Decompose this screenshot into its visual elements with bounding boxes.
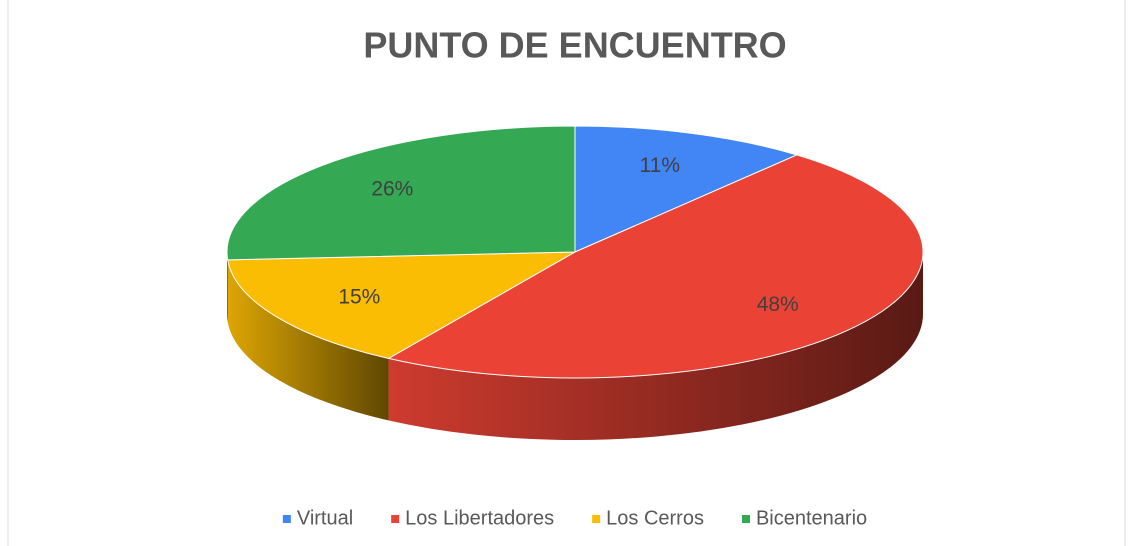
chart-frame [7, 0, 1126, 546]
data-label: 48% [757, 293, 799, 316]
slice [574, 125, 799, 253]
legend-swatch [592, 515, 601, 523]
side-shade [388, 252, 923, 440]
legend-swatch [741, 515, 750, 523]
slice [387, 154, 924, 379]
side-shade [227, 252, 228, 322]
chart-title: PUNTO DE ENCUENTRO [363, 25, 786, 66]
slice [226, 125, 576, 261]
slice [227, 251, 576, 359]
data-label: 15% [338, 286, 380, 309]
legend-label: Los Cerros [606, 507, 704, 529]
legend-label: Los Libertadores [405, 507, 554, 529]
legend-label: Virtual [297, 507, 353, 529]
legend-swatch [391, 515, 400, 523]
legend-swatch [282, 515, 291, 523]
data-label: 26% [371, 177, 413, 200]
legend-label: Bicentenario [756, 507, 867, 529]
data-label: 11% [640, 154, 680, 177]
side-shade [227, 259, 389, 421]
